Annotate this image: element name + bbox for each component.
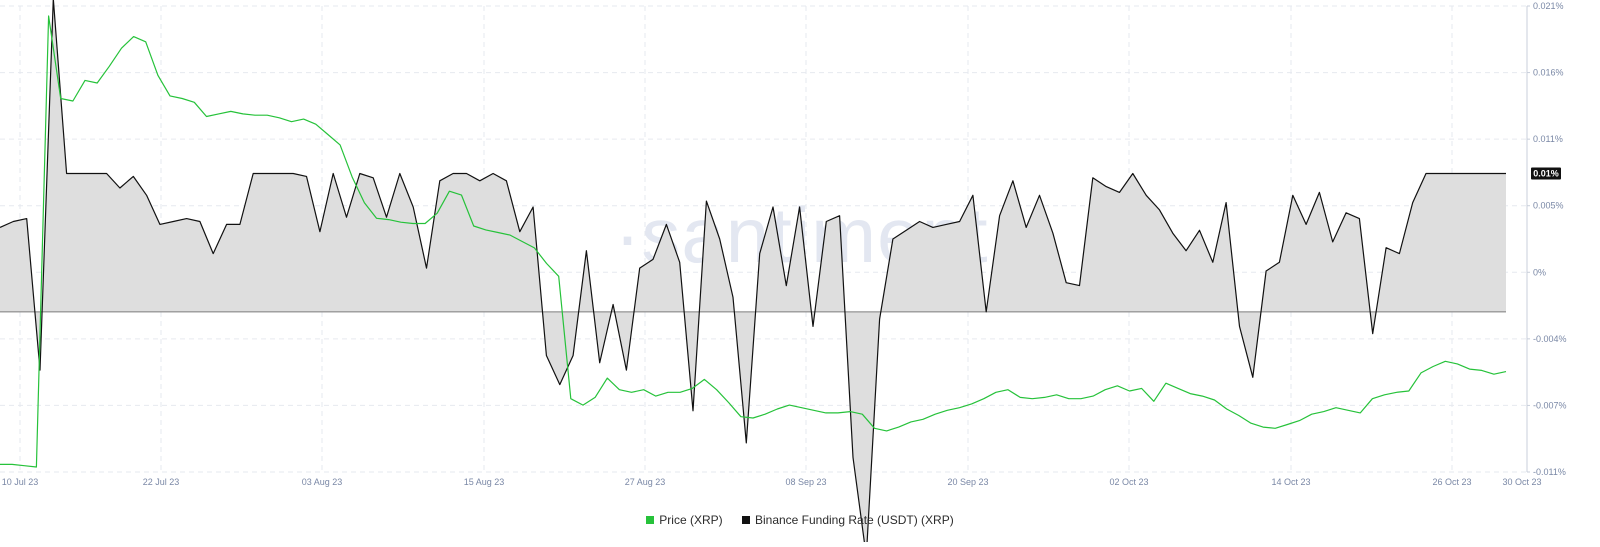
x-tick-label: 10 Jul 23 xyxy=(2,477,39,487)
legend-swatch-price xyxy=(646,516,655,524)
badge-text: 0.01% xyxy=(1533,168,1559,178)
legend: Price (XRP) Binance Funding Rate (USDT) … xyxy=(0,513,1600,527)
badge-background xyxy=(1531,167,1561,180)
legend-label-price: Price (XRP) xyxy=(659,513,723,527)
x-tick-label: 27 Aug 23 xyxy=(625,477,666,487)
x-tick-label: 14 Oct 23 xyxy=(1271,477,1310,487)
x-tick-label: 03 Aug 23 xyxy=(302,477,343,487)
series-line-layer xyxy=(0,0,1507,547)
funding-area xyxy=(0,0,1506,547)
x-tick-label: 30 Oct 23 xyxy=(1502,477,1541,487)
y-tick-label: -0.011% xyxy=(1533,467,1566,477)
price-line xyxy=(0,15,1507,468)
x-tick-label: 22 Jul 23 xyxy=(143,477,180,487)
y-tick-label: 0.005% xyxy=(1533,201,1564,211)
y-tick-label: -0.004% xyxy=(1533,334,1567,344)
funding-rate-line xyxy=(0,0,1506,547)
legend-swatch-funding xyxy=(741,516,750,524)
legend-item-funding[interactable]: Binance Funding Rate (USDT) (XRP) xyxy=(741,513,954,527)
funding-area-layer xyxy=(0,0,1506,547)
axis-layer: 10 Jul 23 22 Jul 23 03 Aug 23 15 Aug 23 27 A… xyxy=(2,1,1567,487)
legend-label-funding: Binance Funding Rate (USDT) (XRP) xyxy=(754,513,954,527)
x-tick-label: 20 Sep 23 xyxy=(947,477,988,487)
y-tick-label: -0.007% xyxy=(1533,400,1567,410)
y-tick-label: 0.021% xyxy=(1533,1,1564,11)
y-tick-label: 0.011% xyxy=(1533,134,1563,144)
x-tick-label: 15 Aug 23 xyxy=(464,477,505,487)
y-tick-label: 0.016% xyxy=(1533,68,1564,78)
y-tick-label: 0% xyxy=(1533,267,1546,277)
x-tick-label: 26 Oct 23 xyxy=(1432,477,1471,487)
x-tick-label: 02 Oct 23 xyxy=(1109,477,1148,487)
x-tick-label: 08 Sep 23 xyxy=(785,477,826,487)
current-value-badge: 0.01% xyxy=(1531,167,1561,180)
legend-item-price[interactable]: Price (XRP) xyxy=(646,513,723,527)
